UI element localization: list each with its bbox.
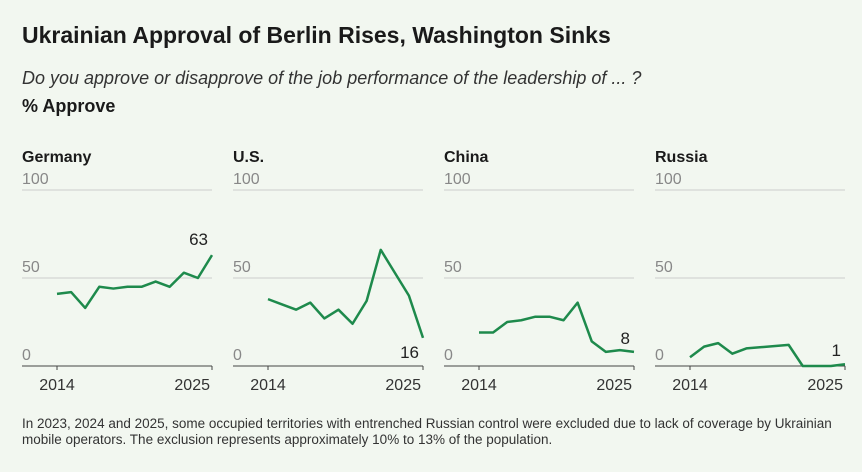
y-tick-label: 50 (233, 259, 251, 276)
y-tick-label: 100 (22, 171, 49, 188)
x-tick-label: 2025 (807, 377, 843, 394)
x-tick-label: 2025 (174, 377, 210, 394)
y-tick-label: 0 (233, 347, 242, 364)
y-tick-label: 0 (655, 347, 664, 364)
y-label: % Approve (22, 96, 116, 116)
line (479, 301, 635, 354)
panel-title: China (444, 149, 489, 166)
panel-title: U.S. (233, 149, 264, 166)
y-tick-label: 100 (233, 171, 260, 188)
y-tick-label: 100 (444, 171, 471, 188)
panel-title: Germany (22, 149, 91, 166)
value-label: 16 (400, 343, 419, 362)
x-tick-label: 2014 (461, 377, 497, 394)
y-tick-label: 0 (444, 347, 453, 364)
x-tick-label: 2025 (596, 377, 632, 394)
x-tick-label: 2014 (39, 377, 75, 394)
y-tick-label: 50 (655, 259, 673, 276)
y-tick-label: 50 (444, 259, 462, 276)
value-label: 1 (832, 341, 841, 360)
y-tick-label: 100 (655, 171, 682, 188)
x-tick-label: 2014 (672, 377, 708, 394)
y-tick-label: 0 (22, 347, 31, 364)
panel-title: Russia (655, 149, 708, 166)
note: In 2023, 2024 and 2025, some occupied te… (22, 416, 832, 447)
line (56, 254, 214, 310)
line (267, 248, 425, 339)
value-label: 8 (621, 329, 630, 348)
subtitle: Do you approve or disapprove of the job … (22, 68, 642, 88)
x-tick-label: 2014 (250, 377, 286, 394)
value-label: 63 (189, 230, 208, 249)
x-tick-label: 2025 (385, 377, 421, 394)
title: Ukrainian Approval of Berlin Rises, Wash… (22, 22, 611, 48)
y-tick-label: 50 (22, 259, 40, 276)
line (689, 341, 846, 368)
